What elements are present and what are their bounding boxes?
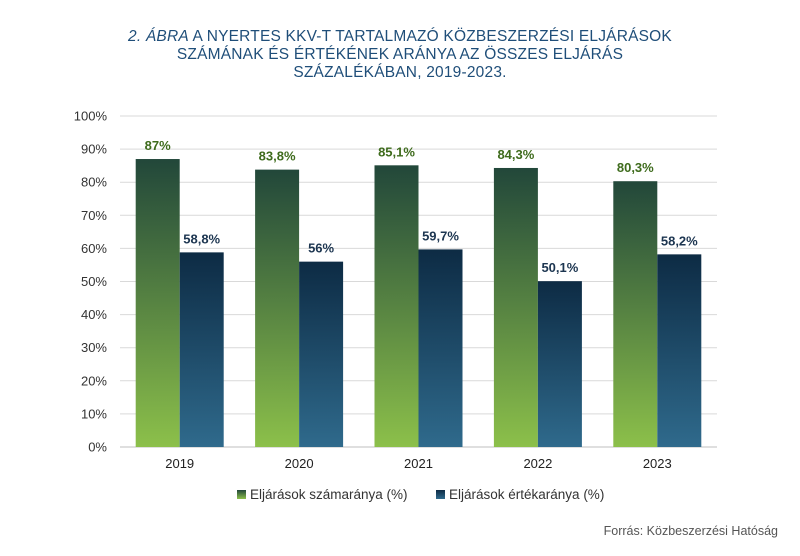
bar-count-ratio-2023 — [613, 181, 658, 447]
data-label: 87% — [145, 138, 171, 153]
y-tick-label: 30% — [81, 340, 107, 355]
bar-count-ratio-2019 — [135, 159, 180, 447]
title-prefix: 2. ÁBRA — [128, 28, 189, 45]
title-line-3: SZÁZALÉKÁBAN, 2019-2023. — [293, 64, 507, 81]
legend-label: Eljárások számaránya (%) — [250, 487, 408, 502]
bar-value-ratio-2022 — [537, 281, 582, 447]
bars — [135, 159, 702, 448]
data-label: 59,7% — [422, 228, 459, 243]
y-tick-label: 20% — [81, 373, 107, 388]
title-line-1: A NYERTES KKV-T TARTALMAZÓ KÖZBESZERZÉSI… — [188, 28, 672, 45]
legend-swatch — [237, 490, 246, 499]
x-tick-label: 2019 — [165, 456, 194, 471]
data-label: 83,8% — [259, 149, 296, 164]
y-tick-label: 100% — [74, 109, 108, 124]
legend-label: Eljárások értékaránya (%) — [449, 487, 604, 502]
bar-value-ratio-2023 — [657, 254, 702, 447]
source-note: Forrás: Közbeszerzési Hatóság — [603, 524, 778, 538]
data-label: 80,3% — [617, 160, 654, 175]
bar-value-ratio-2021 — [418, 249, 463, 447]
title-line-2: SZÁMÁNAK ÉS ÉRTÉKÉNEK ARÁNYA AZ ÖSSZES E… — [176, 46, 624, 63]
y-tick-label: 0% — [88, 440, 107, 455]
bar-value-ratio-2019 — [179, 252, 224, 447]
bar-count-ratio-2022 — [493, 167, 538, 448]
data-labels: 87% 58,8% 83,8% 56% 85,1% 59,7% 84,3% 50,1% 80,3… — [145, 138, 698, 275]
y-axis: 0% 10% 20% 30% 40% 50% 60% 70% 80% 90% 100% — [74, 109, 108, 455]
y-tick-label: 10% — [81, 406, 107, 421]
data-label: 58,2% — [661, 233, 698, 248]
bar-value-ratio-2020 — [299, 261, 344, 447]
data-label: 56% — [308, 241, 334, 256]
data-label: 58,8% — [183, 231, 220, 246]
y-tick-label: 40% — [81, 307, 107, 322]
chart-title: 2. ÁBRA A NYERTES KKV-T TARTALMAZÓ KÖZBE… — [0, 28, 800, 82]
data-label: 50,1% — [541, 260, 578, 275]
x-tick-label: 2020 — [285, 456, 314, 471]
data-label: 85,1% — [378, 144, 415, 159]
x-axis: 2019 2020 2021 2022 2023 — [165, 456, 672, 471]
x-tick-label: 2023 — [643, 456, 672, 471]
bar-count-ratio-2020 — [255, 169, 300, 447]
y-tick-label: 70% — [81, 208, 107, 223]
y-tick-label: 90% — [81, 142, 107, 157]
x-tick-label: 2021 — [404, 456, 433, 471]
data-label: 84,3% — [497, 147, 534, 162]
bar-count-ratio-2021 — [374, 165, 419, 447]
y-tick-label: 50% — [81, 274, 107, 289]
legend-swatch — [436, 490, 445, 499]
y-tick-label: 80% — [81, 175, 107, 190]
y-tick-label: 60% — [81, 241, 107, 256]
legend: Eljárások számaránya (%) Eljárások értéka… — [237, 487, 604, 502]
x-tick-label: 2022 — [523, 456, 552, 471]
